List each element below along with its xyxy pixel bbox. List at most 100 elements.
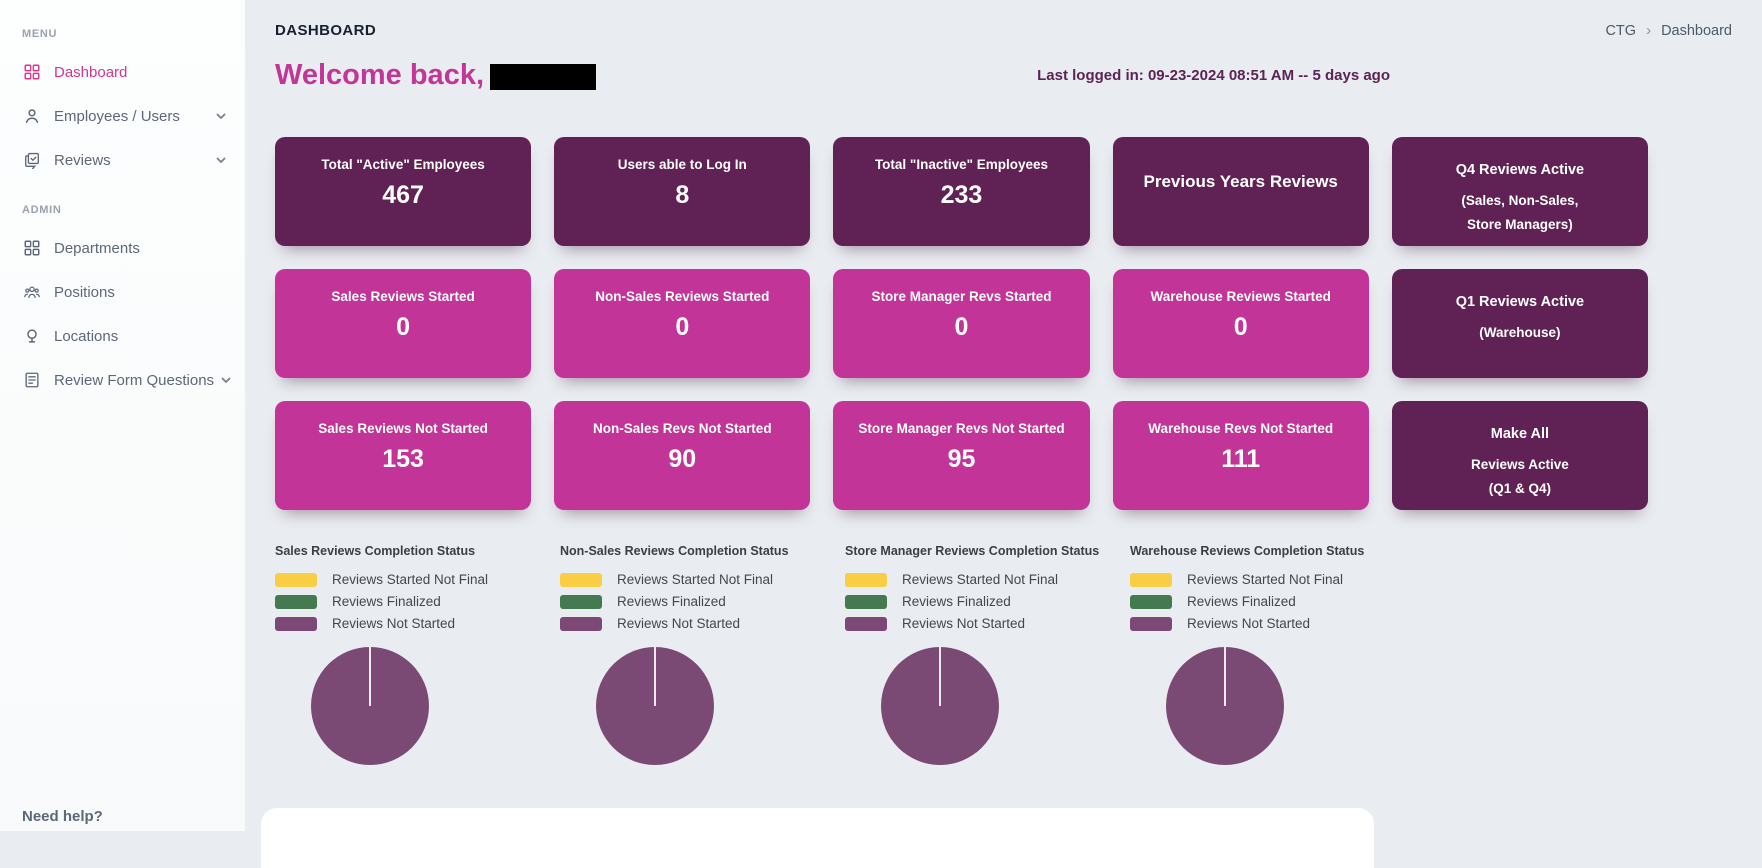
stat-card-label: Store Managers)	[1467, 217, 1573, 232]
stat-card-label: Sales Reviews Not Started	[318, 421, 488, 436]
stat-card-store-manager-revs-not-started: Store Manager Revs Not Started 95	[833, 401, 1090, 510]
pie-chart	[881, 647, 999, 765]
sidebar-item-departments[interactable]: Departments	[22, 226, 227, 270]
stat-card-make-all[interactable]: Make All Reviews Active (Q1 & Q4)	[1391, 401, 1648, 510]
chevron-down-icon	[215, 154, 227, 166]
stat-card-sales-reviews-not-started: Sales Reviews Not Started 153	[275, 401, 532, 510]
stat-card-label: Total "Inactive" Employees	[874, 157, 1049, 172]
chart-title: Non-Sales Reviews Completion Status	[560, 544, 789, 558]
charts-row: Sales Reviews Completion Status Reviews S…	[275, 544, 1417, 765]
sidebar-section-label: MENU	[22, 28, 58, 40]
stat-card-value: 90	[668, 444, 697, 473]
stat-card-value: 111	[1221, 444, 1261, 473]
stat-card-previous-years-reviews[interactable]: Previous Years Reviews	[1112, 137, 1369, 246]
legend-swatch-icon	[560, 594, 602, 609]
welcome-message: Welcome back,	[275, 58, 485, 91]
sidebar-item-employees-users[interactable]: Employees / Users	[22, 94, 227, 138]
legend-swatch-icon	[1130, 616, 1172, 631]
bottom-panel	[261, 808, 1374, 868]
sidebar-section-menu: MENU Dashboard Employees / Users Reviews	[22, 28, 227, 182]
dashboard-grid-icon	[22, 62, 42, 82]
header-row: DASHBOARD CTG › Dashboard	[275, 0, 1732, 39]
stat-card-value: 95	[947, 444, 976, 473]
stat-card-warehouse-revs-not-started: Warehouse Revs Not Started 111	[1112, 401, 1369, 510]
legend-label: Reviews Not Started	[617, 616, 741, 631]
stat-card-label: (Q1 & Q4)	[1488, 481, 1552, 496]
sidebar-item-review-form-questions[interactable]: Review Form Questions	[22, 358, 231, 402]
location-pin-icon	[22, 326, 42, 346]
chevron-down-icon	[220, 374, 232, 386]
legend-row-reviews-finalized: Reviews Finalized	[275, 594, 560, 609]
legend-label: Reviews Started Not Final	[1187, 572, 1344, 587]
legend-swatch-icon	[560, 572, 602, 587]
legend-swatch-icon	[845, 572, 887, 587]
stat-card-label: Warehouse Revs Not Started	[1148, 421, 1334, 436]
legend-row-reviews-not-started: Reviews Not Started	[1130, 616, 1415, 631]
sidebar-item-label: Employees / Users	[54, 107, 180, 125]
stat-card-value: 467	[382, 180, 424, 209]
stat-card-value: 153	[382, 444, 424, 473]
legend-label: Reviews Started Not Final	[332, 572, 489, 587]
sidebar-item-dashboard[interactable]: Dashboard	[22, 50, 227, 94]
reviews-check-icon	[22, 150, 42, 170]
chart-warehouse-reviews-completion-status: Warehouse Reviews Completion Status Revie…	[1130, 544, 1415, 765]
last-login-text: Last logged in: 09-23-2024 08:51 AM -- 5…	[1037, 66, 1390, 84]
people-group-icon	[22, 282, 42, 302]
breadcrumb: CTG › Dashboard	[1605, 22, 1732, 39]
stat-card-label: Make All	[1490, 426, 1550, 442]
user-icon	[22, 106, 42, 126]
stat-card-q4-reviews-active[interactable]: Q4 Reviews Active (Sales, Non-Sales, Store…	[1391, 137, 1648, 246]
stat-card-store-manager-revs-started: Store Manager Revs Started 0	[833, 269, 1090, 378]
page-title: DASHBOARD	[275, 22, 377, 39]
stat-card-value: 0	[954, 312, 969, 341]
sidebar-item-label: Reviews	[54, 151, 111, 169]
legend-row-reviews-not-started: Reviews Not Started	[275, 616, 560, 631]
legend-row-reviews-finalized: Reviews Finalized	[1130, 594, 1415, 609]
welcome-row: Welcome back, Last logged in: 09-23-2024…	[275, 55, 1732, 95]
sidebar-item-reviews[interactable]: Reviews	[22, 138, 227, 182]
legend-swatch-icon	[845, 594, 887, 609]
stat-card-q1-reviews-active[interactable]: Q1 Reviews Active (Warehouse)	[1391, 269, 1648, 378]
stat-card-label: Q4 Reviews Active	[1455, 162, 1585, 178]
chart-title: Sales Reviews Completion Status	[275, 544, 476, 558]
legend-label: Reviews Started Not Final	[617, 572, 774, 587]
pie-chart	[596, 647, 714, 765]
stat-card-warehouse-reviews-started: Warehouse Reviews Started 0	[1112, 269, 1369, 378]
legend-label: Reviews Finalized	[617, 594, 726, 609]
stat-card-label: Total "Active" Employees	[321, 157, 485, 172]
need-help-link[interactable]: Need help?	[22, 808, 103, 825]
legend-swatch-icon	[1130, 572, 1172, 587]
stat-cards-grid: Total "Active" Employees 467 Users able to…	[275, 137, 1648, 510]
pie-slice-divider	[1224, 647, 1226, 706]
main-content: DASHBOARD CTG › Dashboard Welcome back, …	[245, 0, 1762, 868]
legend-swatch-icon	[275, 616, 317, 631]
legend-label: Reviews Finalized	[332, 594, 441, 609]
legend-row-reviews-not-started: Reviews Not Started	[845, 616, 1130, 631]
sidebar-item-positions[interactable]: Positions	[22, 270, 227, 314]
stat-card-value: 8	[675, 180, 690, 209]
sidebar: MENU Dashboard Employees / Users Reviews ADM…	[0, 0, 245, 831]
stat-card-label: Warehouse Reviews Started	[1150, 289, 1331, 304]
stat-card-label: Non-Sales Reviews Started	[595, 289, 770, 304]
legend-row-reviews-finalized: Reviews Finalized	[845, 594, 1130, 609]
stat-card-non-sales-reviews-started: Non-Sales Reviews Started 0	[554, 269, 811, 378]
legend-label: Reviews Finalized	[902, 594, 1011, 609]
breadcrumb-separator-icon: ›	[1646, 22, 1652, 39]
chart-title: Warehouse Reviews Completion Status	[1130, 544, 1365, 558]
chart-legend: Reviews Started Not Final Reviews Finaliz…	[560, 572, 845, 631]
sidebar-section-label: ADMIN	[22, 204, 62, 216]
breadcrumb-ctg[interactable]: CTG	[1605, 22, 1637, 39]
legend-swatch-icon	[275, 594, 317, 609]
stat-card-label: (Sales, Non-Sales,	[1461, 193, 1579, 209]
sidebar-item-locations[interactable]: Locations	[22, 314, 227, 358]
legend-swatch-icon	[1130, 594, 1172, 609]
chart-store-manager-reviews-completion-status: Store Manager Reviews Completion Status R…	[845, 544, 1130, 765]
chart-sales-reviews-completion-status: Sales Reviews Completion Status Reviews S…	[275, 544, 560, 765]
stat-card-label: Store Manager Revs Started	[871, 289, 1052, 304]
stat-card-label: Reviews Active	[1470, 457, 1569, 473]
form-document-icon	[22, 370, 42, 390]
chevron-down-icon	[215, 110, 227, 122]
legend-row-reviews-not-started: Reviews Not Started	[560, 616, 845, 631]
stat-card-label: Q1 Reviews Active	[1455, 294, 1585, 310]
stat-card-value: 0	[396, 312, 411, 341]
